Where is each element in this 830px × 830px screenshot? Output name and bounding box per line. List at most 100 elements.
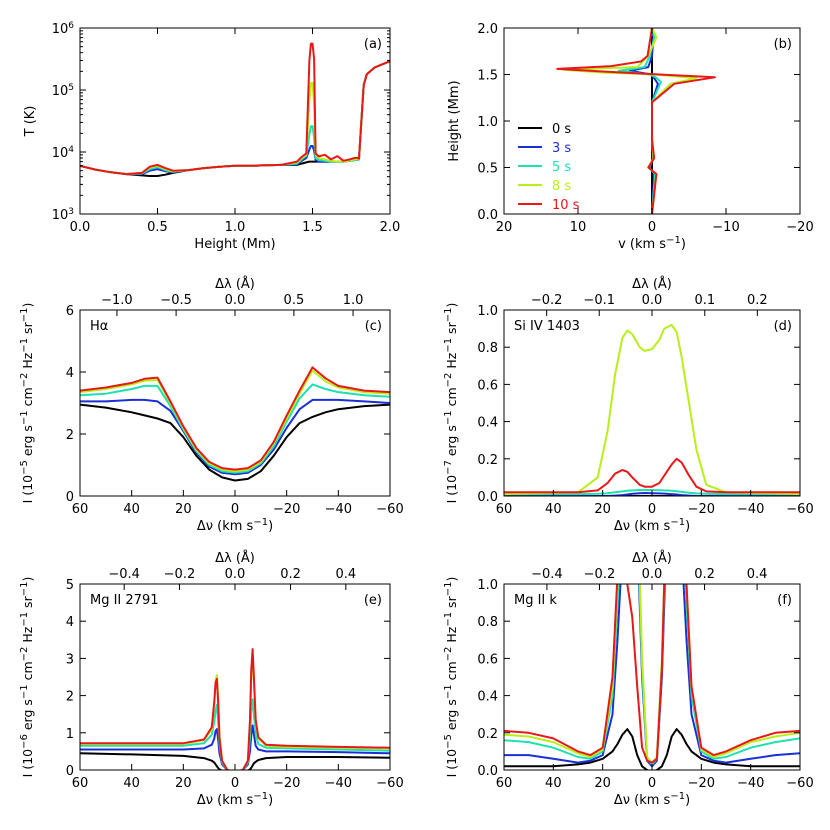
x-tick-label: 20 [175, 502, 192, 517]
y-tick-label: 1.0 [477, 578, 498, 593]
y-tick-label: 5 [66, 578, 74, 593]
x-tick-label: 60 [72, 502, 89, 517]
series-group [80, 42, 390, 177]
x-tick-label: 60 [496, 502, 513, 517]
x-axis-label-part: −1 [253, 517, 268, 528]
y-axis-label-part: −2 [443, 373, 454, 388]
top-x-axis-label: Δλ (Å) [632, 550, 672, 566]
y-axis-label-part: ) [444, 577, 459, 582]
y-tick-label: 4 [66, 366, 74, 381]
series-line-10s [504, 457, 800, 494]
x-tick-label: −60 [376, 502, 403, 517]
y-tick-base: 10 [52, 84, 69, 99]
spectral-line-name: Mg II k [514, 593, 557, 608]
panel-e: 60 40 20 0 −20 −40 −60 0 1 2 3 4 5 −0.4 −0.2 0.0 0.2 0.4 Δ… [19, 550, 404, 808]
y-tick-label: 0.0 [477, 490, 498, 505]
y-axis-label-part: −1 [443, 582, 454, 597]
x-tick-label: 0.5 [147, 220, 168, 235]
top-x-axis-label: Δλ (Å) [632, 276, 672, 292]
x-tick-label: 0 [648, 502, 656, 517]
plot-frame [79, 309, 391, 497]
y-axis-label-part: −2 [443, 647, 454, 662]
y-axis-label-part: −1 [19, 338, 30, 353]
y-tick-label: 1 [66, 727, 74, 742]
plot-frame [503, 583, 801, 771]
top-x-axis-label: Δλ (Å) [215, 550, 255, 566]
y-axis-label-part: −7 [443, 460, 454, 475]
y-axis-label: I (10−7 erg s−1 cm−2 Hz−1 sr−1) [443, 303, 460, 504]
series-group [556, 28, 716, 214]
x-axis-label-part: ) [681, 237, 686, 252]
top-x-axis-label: Δλ (Å) [215, 276, 255, 292]
top-x-tick-label: −0.2 [531, 293, 563, 308]
x-tick-label: 1.0 [225, 220, 246, 235]
y-axis-label-part: cm [20, 387, 35, 410]
y-tick-label: 0 [66, 764, 74, 779]
x-axis-label-part: Δν (km s [197, 519, 254, 534]
x-axis-label-part: ) [685, 793, 690, 808]
y-axis-label-part: erg s [444, 425, 459, 460]
x-tick-label: 0 [231, 776, 239, 791]
legend-label: 3 s [552, 141, 571, 156]
series-line-3s [80, 60, 390, 176]
series-group [80, 648, 390, 770]
x-tick-label: 20 [496, 220, 513, 235]
top-x-tick-label: 0.2 [694, 567, 715, 582]
y-axis-label-part: Hz [20, 352, 35, 372]
x-axis-label: Δν (km s−1) [197, 517, 273, 535]
y-tick-label: 0.2 [477, 727, 498, 742]
y-tick-label: 0.6 [477, 378, 498, 393]
panel-label: (b) [774, 37, 792, 52]
y-axis-label-part: −1 [443, 338, 454, 353]
x-tick-label: −20 [688, 776, 715, 791]
y-axis-label-part: Hz [444, 626, 459, 646]
y-tick-label: 106 [52, 21, 75, 37]
x-tick-label: 2.0 [380, 220, 401, 235]
y-tick-base: 10 [52, 22, 69, 37]
series-line-10s [80, 366, 390, 471]
panel-label: (f) [777, 593, 792, 608]
y-axis-label: I (10−5 erg s−1 cm−2 Hz−1 sr−1) [443, 577, 460, 778]
y-tick-label: 103 [52, 207, 74, 223]
x-tick-label: −20 [273, 776, 300, 791]
x-tick-label: 0.0 [70, 220, 91, 235]
top-x-tick-label: −0.5 [160, 293, 192, 308]
series-line-0s [504, 728, 800, 770]
series-line-8s [504, 323, 800, 496]
series-line-0s [80, 403, 390, 482]
x-tick-label: −60 [786, 502, 813, 517]
top-x-tick-label: −0.1 [583, 293, 615, 308]
top-x-tick-label: 0.0 [642, 567, 663, 582]
y-tick-label: 0.4 [477, 416, 498, 431]
y-tick-label: 2 [66, 428, 74, 443]
x-tick-label: 1.5 [302, 220, 323, 235]
x-tick-label: 10 [570, 220, 587, 235]
series-line-8s [562, 28, 698, 214]
series-line-10s [80, 42, 390, 176]
y-tick-label: 0.8 [477, 615, 498, 630]
y-axis-label-part: −5 [443, 734, 454, 749]
top-x-tick-label: −0.4 [108, 567, 140, 582]
panel-label: (d) [774, 319, 792, 334]
y-tick-exp: 3 [68, 207, 74, 217]
y-tick-base: 10 [52, 208, 69, 223]
x-axis-label: Height (Mm) [194, 237, 275, 252]
y-axis-label-part: cm [444, 387, 459, 410]
x-tick-label: −60 [786, 776, 813, 791]
x-tick-label: 40 [545, 776, 562, 791]
x-tick-label: −20 [688, 502, 715, 517]
y-axis-label-part: ) [20, 303, 35, 308]
top-x-tick-label: 1.0 [343, 293, 364, 308]
panel-label: (e) [364, 593, 382, 608]
y-axis-label: I (10−6 erg s−1 cm−2 Hz−1 sr−1) [19, 577, 36, 778]
x-tick-label: 60 [496, 776, 513, 791]
x-tick-label: −20 [273, 502, 300, 517]
y-tick-label: 105 [52, 83, 74, 99]
x-tick-label: 40 [545, 502, 562, 517]
x-axis-label-part: Δν (km s [614, 793, 671, 808]
x-tick-label: 20 [175, 776, 192, 791]
y-axis-label-part: sr [444, 595, 459, 611]
y-tick-label: 3 [66, 652, 74, 667]
x-tick-label: −10 [712, 220, 739, 235]
x-axis-label-part: ) [268, 793, 273, 808]
